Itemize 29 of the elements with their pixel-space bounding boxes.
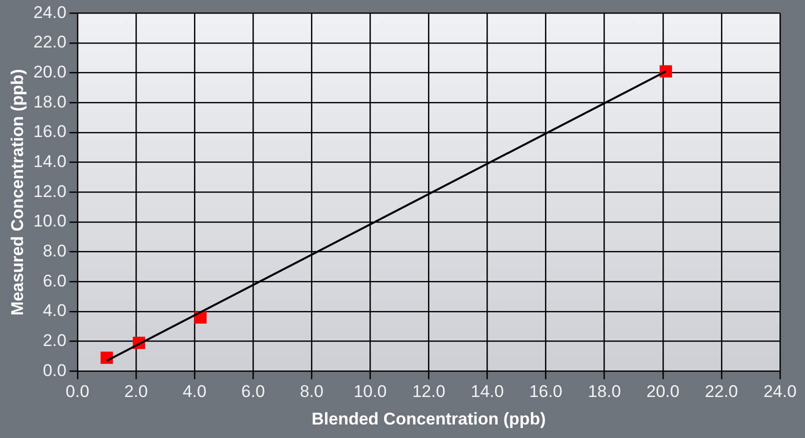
x-tick-label: 10.0 (354, 382, 387, 402)
point (100, 352, 113, 364)
x-tick-label: 24.0 (763, 382, 797, 402)
x-axis-title: Blended Concentration (ppb) (312, 409, 546, 428)
x-tick-label: 6.0 (241, 382, 265, 402)
x-tick-label: 16.0 (529, 382, 562, 402)
y-tick-label: 20.0 (33, 62, 66, 82)
y-tick-label: 24.0 (33, 2, 66, 22)
y-tick-label: 18.0 (33, 92, 66, 112)
y-tick-label: 14.0 (33, 152, 66, 172)
x-tick-label: 12.0 (412, 382, 446, 402)
y-tick-label: 12.0 (33, 182, 66, 201)
y-tick-label: 8.0 (42, 242, 66, 261)
y-tick-label: 22.0 (33, 32, 66, 52)
x-tick-label: 14.0 (470, 382, 504, 402)
x-tick-label: 2.0 (124, 382, 148, 402)
y-tick-label: 4.0 (42, 301, 66, 320)
x-tick-label: 4.0 (182, 382, 206, 402)
x-tick-label: 8.0 (300, 382, 324, 402)
y-tick-label: 16.0 (33, 122, 66, 142)
x-tick-label: 18.0 (588, 382, 621, 402)
y-tick-label: 0.0 (42, 360, 66, 380)
y-tick-label: 6.0 (42, 271, 66, 290)
x-tick-label: 0.0 (66, 382, 90, 402)
x-tick-label: 20.0 (646, 382, 680, 402)
y-tick-label: 10.0 (33, 212, 66, 231)
y-axis-title: Measured Concentration (ppb) (8, 68, 27, 316)
x-tick-label: 22.0 (704, 382, 738, 402)
y-tick-label: 2.0 (42, 331, 66, 350)
